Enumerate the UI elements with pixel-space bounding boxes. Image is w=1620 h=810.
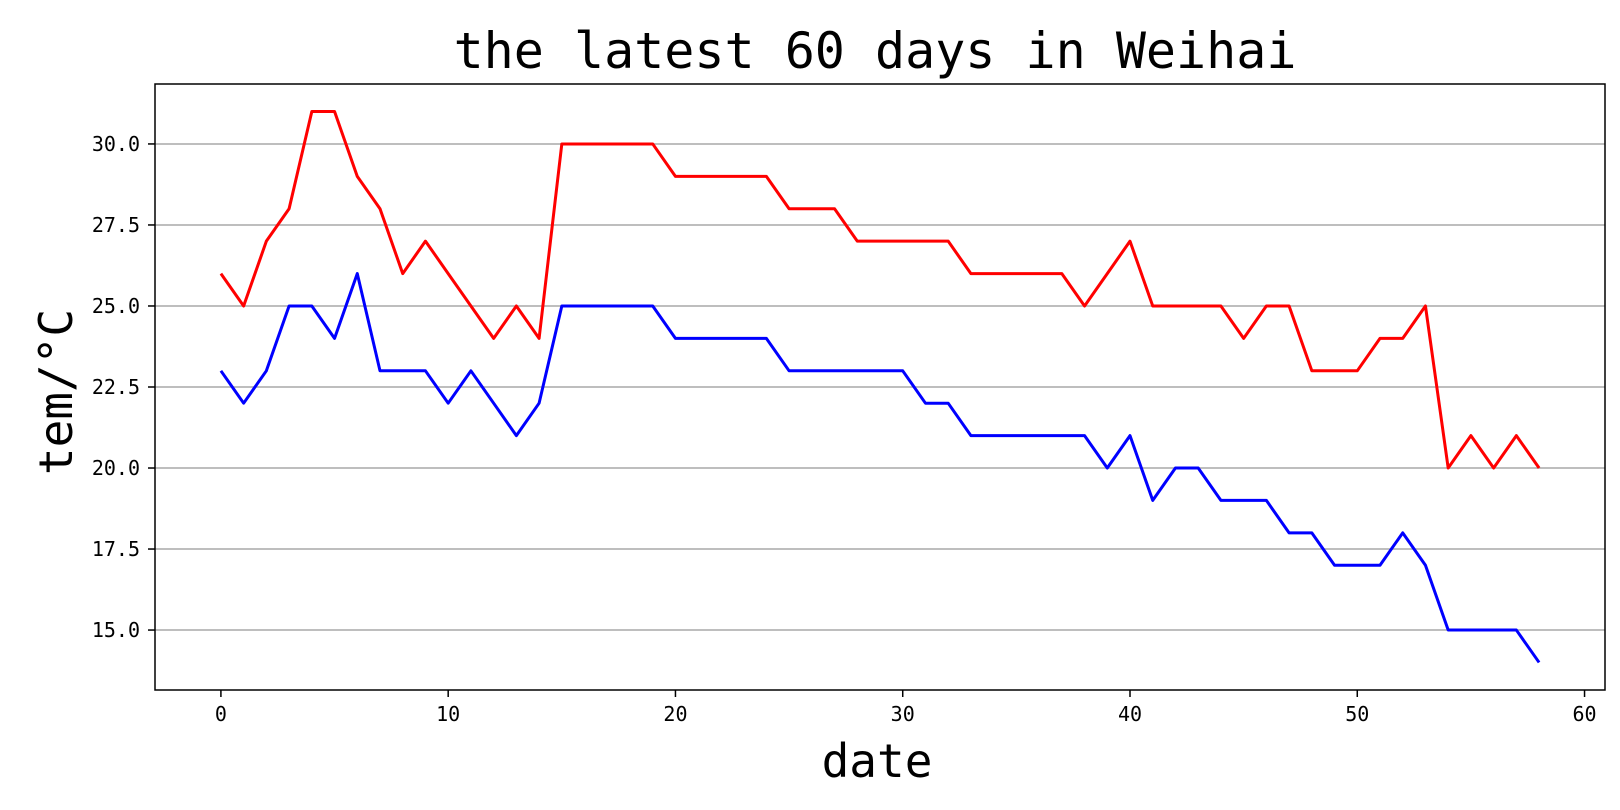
- series-line-1: [219, 110, 1541, 470]
- y-tick-label: 30.0: [92, 132, 140, 156]
- x-tick-label: 50: [1345, 702, 1369, 726]
- chart-title: the latest 60 days in Weihai: [454, 22, 1297, 80]
- x-tick-label: 10: [436, 702, 460, 726]
- y-tick-label: 22.5: [92, 375, 140, 399]
- y-axis-ticks: 15.0 17.5 20.0 22.5 25.0 27.5 30.0: [92, 132, 155, 642]
- series-layer: [219, 110, 1541, 664]
- y-tick-label: 25.0: [92, 294, 140, 318]
- x-axis-label: date: [822, 734, 933, 788]
- grid-lines: [155, 143, 1605, 631]
- x-axis-ticks: 0 10 20 30 40 50 60: [215, 690, 1597, 726]
- y-tick-label: 17.5: [92, 537, 140, 561]
- y-tick-label: 27.5: [92, 213, 140, 237]
- y-axis-label: tem/°C: [29, 309, 83, 475]
- x-tick-label: 40: [1118, 702, 1142, 726]
- x-tick-label: 20: [663, 702, 687, 726]
- y-tick-label: 15.0: [92, 618, 140, 642]
- x-tick-label: 30: [891, 702, 915, 726]
- x-tick-label: 0: [215, 702, 227, 726]
- y-tick-label: 20.0: [92, 456, 140, 480]
- x-tick-label: 60: [1572, 702, 1596, 726]
- series-line-2: [219, 272, 1541, 664]
